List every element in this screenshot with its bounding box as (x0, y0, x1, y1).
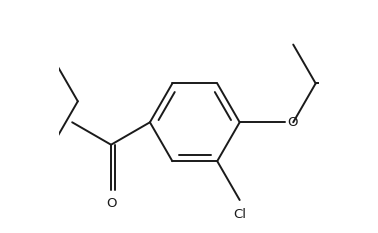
Text: Cl: Cl (233, 208, 246, 221)
Text: O: O (287, 116, 297, 129)
Text: O: O (106, 197, 116, 210)
